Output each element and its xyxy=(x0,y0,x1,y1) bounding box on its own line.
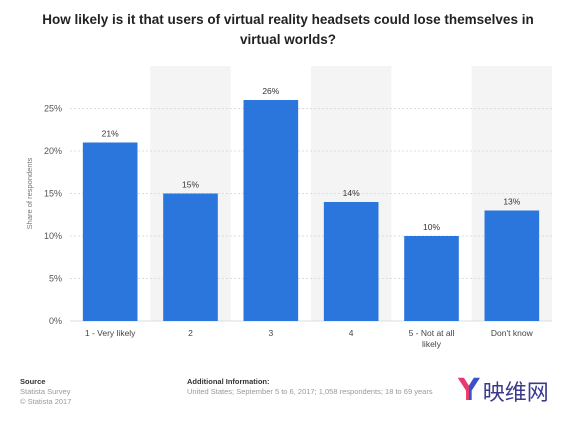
logo-y-glyph: Y xyxy=(458,373,480,408)
y-tick-label: 15% xyxy=(44,189,62,199)
logo-y-icon: Y xyxy=(458,376,480,406)
source-line-survey: Statista Survey xyxy=(20,387,71,396)
x-tick-label: 3 xyxy=(268,328,273,338)
bar-1 xyxy=(163,193,218,321)
source-block: Source Statista Survey © Statista 2017 xyxy=(20,377,71,407)
bar-5 xyxy=(484,210,540,321)
value-label: 10% xyxy=(423,222,440,232)
bar-0 xyxy=(82,142,138,321)
bar-3 xyxy=(323,202,379,321)
y-tick-label: 0% xyxy=(49,316,62,326)
source-line-copyright: © Statista 2017 xyxy=(20,397,72,406)
y-tick-label: 20% xyxy=(44,146,62,156)
bar-chart: 21% 15% 26% 14% 10% 13% 0% 5% 10% 15% 20% 25% 1 - … xyxy=(25,66,552,349)
value-label: 15% xyxy=(182,180,199,190)
chart-title: How likely is it that users of virtual r… xyxy=(42,12,534,47)
bar-2 xyxy=(243,100,299,321)
x-tick-label: 4 xyxy=(349,328,354,338)
watermark-logo: Y 映维网 xyxy=(458,375,549,407)
value-label: 26% xyxy=(262,86,279,96)
value-label: 14% xyxy=(343,188,360,198)
x-tick-label: Don't know xyxy=(491,328,534,338)
value-label: 13% xyxy=(503,197,520,207)
value-label: 21% xyxy=(102,129,119,139)
y-tick-label: 5% xyxy=(49,274,62,284)
x-tick-label: 5 - Not at all likely xyxy=(409,328,455,349)
y-tick-label: 10% xyxy=(44,231,62,241)
y-axis-label: Share of respondents xyxy=(25,157,34,229)
additional-info-text: United States; September 5 to 6, 2017; 1… xyxy=(187,387,433,396)
additional-info-block: Additional Information: United States; S… xyxy=(187,377,433,397)
logo-text: 映维网 xyxy=(482,381,549,406)
additional-info-heading: Additional Information: xyxy=(187,377,270,386)
x-tick-label: 2 xyxy=(188,328,193,338)
bar-4 xyxy=(404,236,459,321)
y-tick-label: 25% xyxy=(44,104,62,114)
x-tick-label: 1 - Very likely xyxy=(85,328,136,338)
source-heading: Source xyxy=(20,377,46,386)
